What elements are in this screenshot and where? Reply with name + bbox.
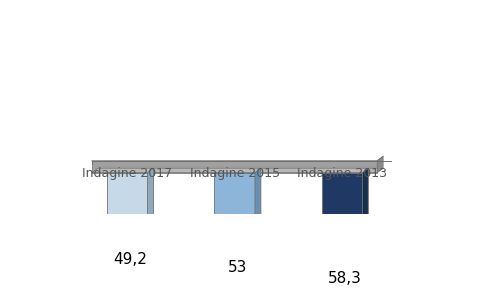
Text: 53: 53 (228, 260, 247, 275)
Polygon shape (107, 270, 153, 275)
Text: Indagine 2015: Indagine 2015 (189, 167, 279, 180)
Polygon shape (92, 168, 383, 173)
Polygon shape (254, 168, 260, 283)
Polygon shape (376, 156, 383, 173)
Text: 58,3: 58,3 (327, 271, 361, 286)
Text: Indagine 2013: Indagine 2013 (296, 167, 386, 180)
Polygon shape (92, 161, 376, 173)
Text: Indagine 2017: Indagine 2017 (82, 167, 172, 180)
Text: 49,2: 49,2 (113, 252, 147, 267)
Polygon shape (147, 168, 153, 275)
Polygon shape (321, 173, 361, 289)
Polygon shape (214, 173, 254, 283)
Polygon shape (214, 278, 260, 283)
Polygon shape (107, 173, 147, 275)
Polygon shape (361, 168, 368, 289)
